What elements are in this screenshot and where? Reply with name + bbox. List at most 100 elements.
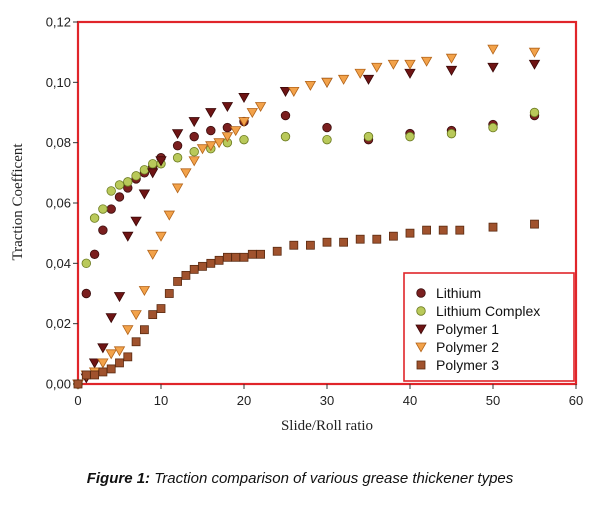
data-point [113,292,126,303]
x-tick-label: 0 [74,393,81,408]
data-point [90,370,99,380]
data-point [272,246,282,256]
data-point [322,134,332,145]
data-point [363,131,374,142]
data-point [97,343,109,354]
data-point [213,138,225,149]
data-point [81,370,91,380]
data-point [89,249,100,259]
data-point [98,225,108,235]
data-point [388,231,398,241]
data-point [173,277,183,286]
data-point [131,337,141,347]
data-point [239,252,249,262]
data-point [222,122,233,133]
data-point [181,270,191,280]
x-tick-label: 10 [154,393,168,408]
data-point [81,258,92,269]
data-point [205,141,217,152]
data-point [171,129,184,140]
data-point [404,59,416,70]
data-point [138,189,151,200]
series-5 [73,219,539,389]
data-point [355,234,365,244]
data-point [529,107,540,118]
data-point [238,93,250,103]
x-tick-label: 50 [486,393,500,408]
data-point [156,304,166,313]
data-point [180,168,192,179]
figure-caption: Figure 1: Traction comparison of various… [0,470,600,487]
x-tick-label: 30 [320,393,334,408]
data-point [487,62,499,73]
y-tick-label: 0,02 [46,316,71,331]
data-point [337,74,350,85]
data-point [105,313,117,324]
data-point [130,310,142,321]
data-point [420,56,433,67]
legend-entry: Polymer 2 [415,339,499,355]
legend-marker [416,306,426,316]
data-point [196,144,209,155]
data-point [528,59,541,70]
data-point [528,47,541,58]
data-marks [72,44,541,390]
legend-label: Polymer 2 [436,339,499,355]
data-point [488,222,498,232]
data-point [171,183,184,194]
legend-entry: Lithium Complex [416,303,540,319]
data-point [231,252,241,262]
data-point [73,379,83,389]
legend-label: Lithium Complex [436,303,540,319]
data-point [189,147,199,157]
data-point [339,237,349,247]
data-point [322,122,332,133]
data-point [246,108,258,119]
data-point [147,168,159,179]
y-tick-label: 0,12 [46,15,71,30]
data-point [172,140,183,151]
data-point [105,349,117,360]
data-point [164,289,174,298]
data-point [405,131,415,142]
data-point [106,364,116,374]
data-point [122,231,134,242]
data-point [254,102,267,113]
data-point [438,225,448,235]
data-point [321,77,333,88]
legend-entry: Polymer 1 [415,321,499,337]
data-point [123,177,133,187]
data-point [188,117,200,128]
data-point [238,117,250,128]
legend-entry: Lithium [416,285,481,301]
data-point [405,228,415,238]
data-point [322,237,332,247]
data-point [206,125,216,136]
data-point [131,171,141,181]
data-point [89,213,100,223]
data-point [123,352,133,362]
data-point [138,286,151,297]
y-tick-label: 0,06 [46,196,71,211]
data-point [189,131,199,142]
axes: 0 10 20 30 40 50 60 0,00 0,02 0,04 0,06 0,08 0,10 0,1… [46,15,584,409]
data-point [113,346,126,357]
data-point [230,126,242,137]
x-axis-label: Slide/Roll ratio [281,418,373,434]
data-point [247,249,257,259]
data-point [155,156,167,167]
legend-marker [415,342,427,353]
data-point [354,68,366,79]
data-point [147,159,158,169]
data-point [148,310,158,320]
data-point [289,240,299,250]
data-point [488,122,498,133]
data-point [280,131,291,142]
legend-label: Polymer 3 [436,357,499,373]
data-point [304,80,317,91]
data-point [98,367,108,377]
data-point [106,186,116,196]
legend-label: Lithium [436,285,481,301]
data-point [139,165,150,175]
